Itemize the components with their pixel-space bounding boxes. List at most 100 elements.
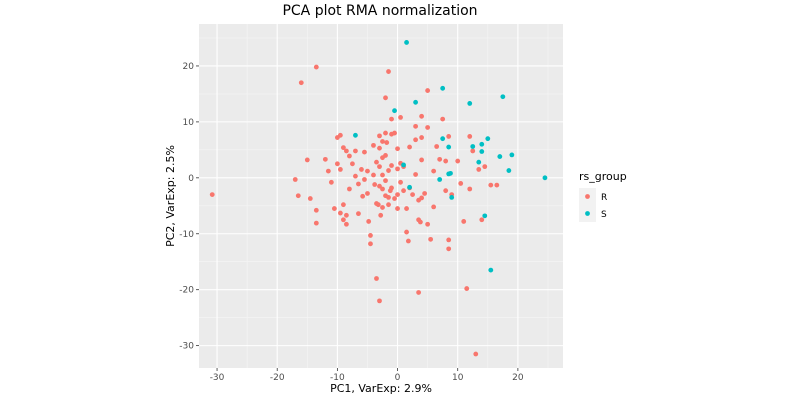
data-point-r — [371, 142, 376, 148]
legend-label-s: S — [601, 210, 607, 220]
data-point-r — [419, 113, 425, 119]
x-tick-label: 0 — [395, 373, 401, 383]
data-point-r — [383, 130, 388, 136]
data-point-r — [405, 238, 411, 244]
data-point-s — [392, 108, 397, 114]
data-point-r — [298, 80, 304, 86]
data-point-r — [374, 276, 379, 281]
data-point-r — [374, 159, 379, 165]
data-point-r — [356, 211, 361, 217]
data-point-r — [380, 205, 385, 210]
data-point-s — [353, 132, 358, 138]
data-point-r — [416, 290, 422, 295]
data-point-r — [307, 196, 313, 201]
legend-label-r: R — [601, 193, 607, 203]
data-point-r — [372, 182, 378, 187]
data-point-r — [395, 192, 400, 198]
data-point-s — [470, 144, 476, 149]
y-tick-label: 0 — [188, 174, 194, 184]
axis-ticks: -30 -20 -10 0 10 20 -30 -20 -10 0 10 20 — [179, 62, 524, 383]
data-point-r — [386, 202, 391, 208]
y-tick-label: -30 — [179, 342, 194, 352]
data-point-r — [401, 188, 406, 194]
data-point-r — [383, 95, 388, 101]
data-point-r — [467, 134, 473, 139]
data-point-r — [446, 134, 452, 139]
grid-lines — [199, 24, 563, 368]
data-point-r — [295, 193, 301, 199]
data-point-r — [461, 219, 467, 224]
data-point-r — [337, 132, 343, 138]
data-point-s — [448, 170, 453, 176]
data-point-r — [413, 123, 418, 129]
data-point-r — [446, 246, 452, 252]
x-tick-label: 20 — [512, 373, 524, 383]
data-point-s — [413, 99, 418, 105]
legend: rs_group RS — [579, 170, 627, 222]
data-point-r — [360, 193, 366, 199]
data-point-r — [380, 186, 385, 192]
data-points — [209, 40, 548, 357]
data-point-s — [500, 94, 506, 100]
data-point-r — [482, 164, 488, 170]
data-point-r — [419, 195, 425, 201]
data-point-r — [494, 182, 500, 188]
data-point-r — [365, 168, 370, 174]
data-point-r — [413, 172, 418, 177]
data-point-r — [425, 88, 431, 93]
data-point-s — [488, 267, 494, 273]
data-point-r — [437, 156, 443, 162]
data-point-s — [485, 136, 491, 142]
data-point-r — [340, 145, 346, 151]
data-point-r — [313, 220, 319, 226]
data-point-r — [322, 156, 328, 162]
data-point-r — [304, 157, 310, 163]
data-point-r — [398, 179, 403, 185]
x-tick-label: -20 — [270, 373, 285, 383]
data-point-r — [395, 166, 400, 172]
data-point-r — [407, 144, 412, 150]
data-point-r — [353, 173, 358, 179]
data-point-r — [353, 148, 358, 154]
data-point-r — [356, 181, 361, 187]
data-point-r — [328, 179, 334, 185]
data-point-r — [425, 125, 431, 130]
data-point-r — [380, 172, 385, 178]
y-tick-label: -20 — [179, 286, 194, 296]
data-point-r — [476, 167, 482, 172]
data-point-s — [482, 213, 488, 219]
data-point-r — [331, 206, 337, 211]
data-point-s — [479, 141, 485, 147]
data-point-s — [506, 168, 512, 173]
y-axis-title: PC2, VarExp: 2.5% — [164, 145, 177, 247]
data-point-r — [313, 64, 319, 70]
data-point-s — [440, 136, 446, 142]
data-point-r — [419, 135, 425, 140]
data-point-r — [365, 191, 370, 196]
data-point-r — [479, 217, 485, 223]
data-point-r — [392, 130, 397, 136]
data-point-r — [340, 217, 346, 223]
data-point-r — [313, 207, 319, 213]
data-point-r — [347, 186, 352, 192]
chart-title: PCA plot RMA normalization — [282, 3, 477, 19]
plot-panel — [199, 24, 563, 368]
data-point-r — [344, 212, 349, 218]
data-point-r — [350, 161, 355, 167]
data-point-r — [377, 183, 382, 189]
data-point-s — [437, 177, 443, 182]
data-point-r — [425, 221, 431, 227]
y-tick-label: 10 — [183, 118, 195, 128]
data-point-r — [386, 194, 391, 200]
data-point-r — [395, 146, 400, 152]
data-point-s — [404, 40, 409, 45]
data-point-r — [428, 236, 434, 242]
data-point-r — [443, 188, 449, 194]
data-point-r — [440, 116, 446, 122]
data-point-r — [340, 202, 346, 208]
data-point-r — [392, 196, 397, 201]
data-point-r — [362, 149, 367, 155]
legend-items: RS — [579, 188, 607, 222]
data-point-r — [378, 212, 384, 218]
legend-key-s — [585, 211, 590, 216]
